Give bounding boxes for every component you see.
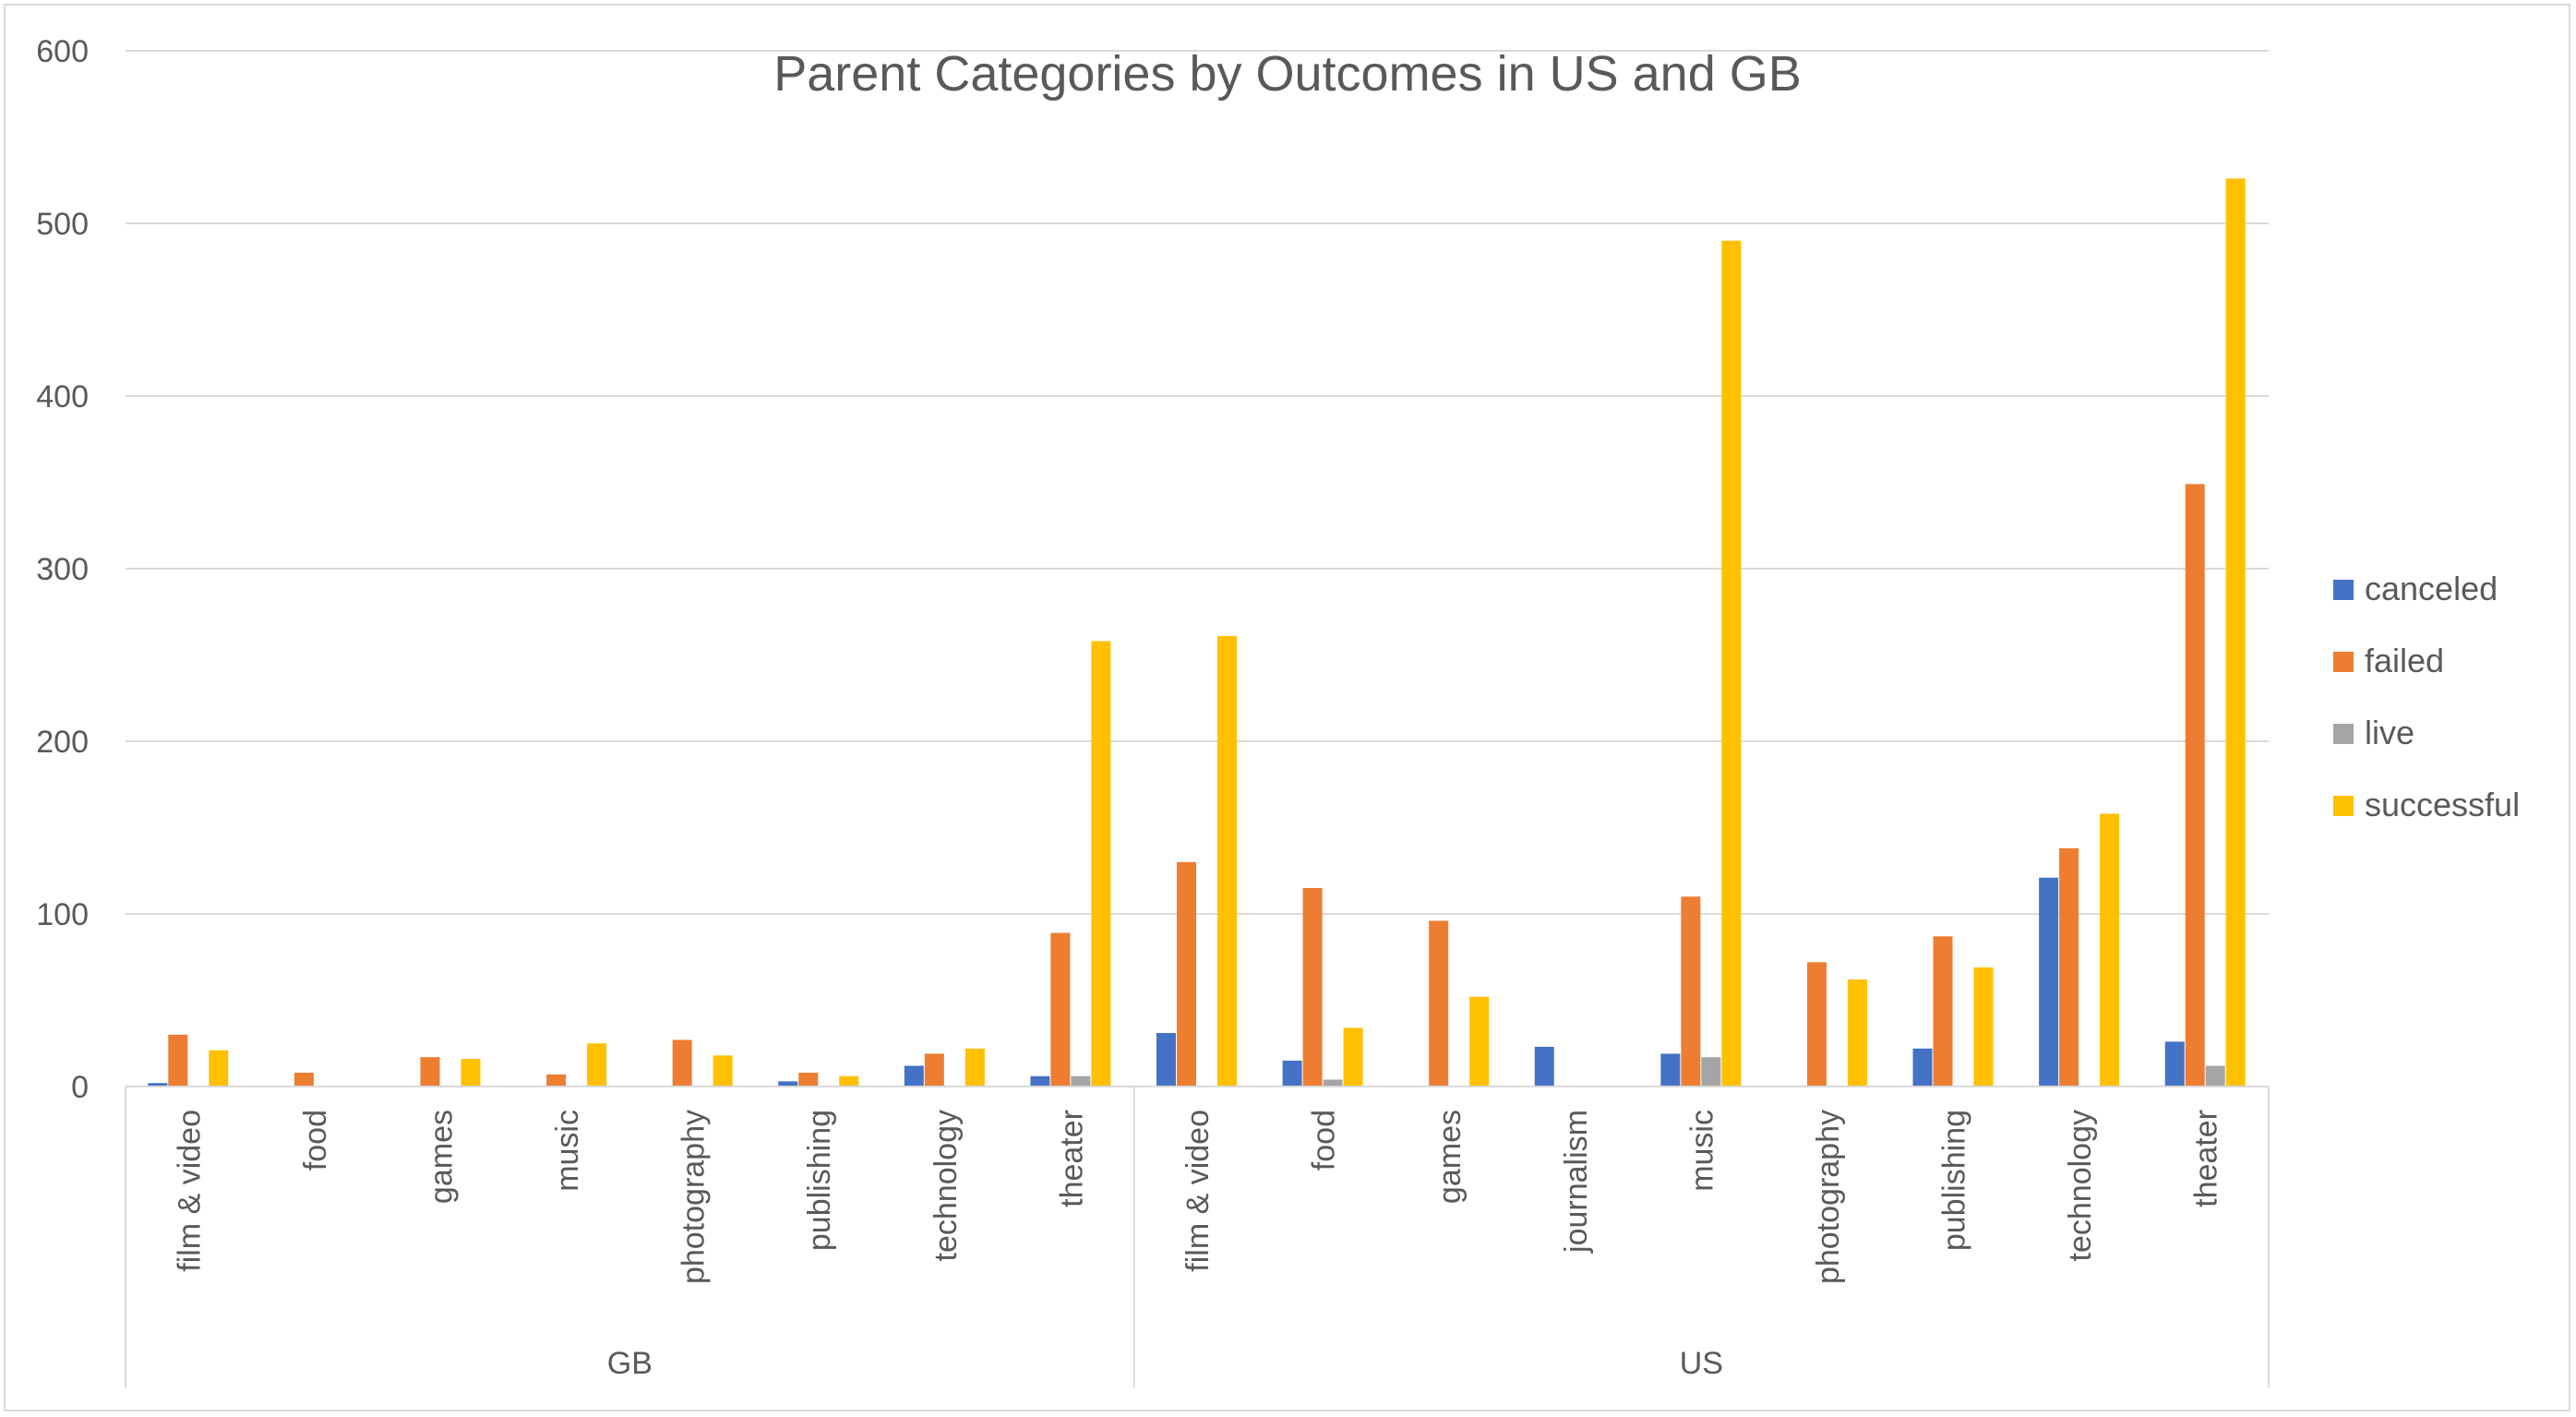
bar-successful-gb-theater — [1091, 641, 1111, 1087]
x-tick-label: games — [424, 1110, 459, 1204]
x-tick-label: technology — [929, 1110, 964, 1261]
bar-failed-gb-games — [420, 1057, 440, 1087]
bar-successful-us-film-video — [1217, 635, 1237, 1087]
bar-live-gb-theater — [1071, 1075, 1091, 1087]
bar-successful-us-photography — [1847, 979, 1867, 1087]
bar-live-us-music — [1701, 1057, 1721, 1087]
bar-failed-gb-food — [294, 1073, 314, 1087]
bar-canceled-gb-film-video — [148, 1083, 168, 1087]
bar-canceled-us-film-video — [1156, 1033, 1176, 1087]
bar-successful-us-theater — [2225, 178, 2246, 1087]
legend-swatch-live — [2333, 724, 2354, 744]
bar-failed-us-publishing — [1933, 936, 1953, 1087]
bar-successful-us-publishing — [1973, 967, 1994, 1087]
y-tick-label: 500 — [36, 207, 89, 242]
y-tick-label: 100 — [36, 897, 89, 932]
chart-title: Parent Categories by Outcomes in US and … — [773, 46, 1802, 102]
bar-canceled-us-music — [1660, 1053, 1681, 1087]
x-tick-label: journalism — [1559, 1110, 1594, 1254]
bar-failed-us-games — [1429, 920, 1449, 1087]
bar-failed-gb-technology — [924, 1053, 944, 1087]
y-tick-label: 200 — [36, 725, 89, 760]
bar-successful-gb-technology — [965, 1048, 985, 1087]
legend-swatch-failed — [2333, 652, 2354, 672]
bar-failed-gb-film-video — [168, 1034, 188, 1087]
bar-failed-us-music — [1681, 896, 1701, 1087]
bar-failed-us-food — [1302, 887, 1323, 1087]
bar-successful-gb-music — [587, 1043, 607, 1087]
bar-failed-gb-theater — [1050, 932, 1071, 1087]
chart-frame — [4, 4, 2570, 1411]
bar-failed-us-theater — [2185, 484, 2205, 1087]
bar-canceled-us-food — [1282, 1060, 1302, 1087]
gridlines — [126, 50, 2269, 915]
bar-successful-us-food — [1343, 1027, 1363, 1087]
x-tick-label: games — [1432, 1110, 1468, 1204]
bar-successful-gb-games — [461, 1059, 481, 1087]
x-tick-label: technology — [2063, 1110, 2098, 1261]
bar-successful-gb-film-video — [209, 1050, 229, 1087]
bar-successful-us-games — [1469, 996, 1490, 1087]
x-tick-label: music — [550, 1110, 585, 1192]
bar-failed-gb-music — [546, 1074, 567, 1087]
x-tick-label: photography — [677, 1110, 712, 1284]
bar-canceled-gb-theater — [1030, 1075, 1050, 1087]
bar-failed-gb-publishing — [798, 1073, 819, 1087]
x-tick-label: food — [1307, 1110, 1342, 1171]
bar-failed-gb-photography — [672, 1039, 692, 1087]
x-tick-label: film & video — [1180, 1110, 1216, 1272]
y-tick-label: 400 — [36, 379, 89, 414]
legend-swatch-successful — [2333, 796, 2354, 816]
group-label-gb: GB — [607, 1346, 653, 1381]
legend-label-canceled: canceled — [2365, 570, 2498, 607]
bar-live-us-theater — [2205, 1065, 2225, 1087]
bar-canceled-gb-technology — [904, 1065, 924, 1087]
y-tick-label: 300 — [36, 552, 89, 587]
legend-label-failed: failed — [2365, 642, 2444, 679]
bar-successful-us-music — [1721, 240, 1742, 1087]
x-tick-label: theater — [2189, 1110, 2224, 1207]
bar-successful-gb-publishing — [839, 1075, 859, 1087]
legend-label-live: live — [2365, 714, 2414, 751]
x-tick-label: music — [1684, 1110, 1719, 1192]
bar-failed-us-film-video — [1177, 861, 1196, 1087]
axes: 0 100 200 300 400 500 600 GB US film & video food g… — [36, 34, 2270, 1387]
bar-failed-us-photography — [1806, 962, 1827, 1087]
legend: canceled failed live successful — [2333, 570, 2520, 823]
x-tick-label: publishing — [1937, 1110, 1972, 1251]
bar-canceled-us-technology — [2039, 877, 2059, 1087]
bar-canceled-us-publishing — [1912, 1048, 1933, 1087]
legend-label-successful: successful — [2365, 786, 2520, 823]
bar-failed-us-technology — [2059, 847, 2079, 1087]
x-tick-label: food — [298, 1110, 333, 1171]
bar-successful-gb-photography — [713, 1055, 733, 1087]
x-tick-label: photography — [1811, 1110, 1846, 1284]
x-tick-label: theater — [1054, 1110, 1089, 1207]
legend-swatch-canceled — [2333, 580, 2354, 600]
bars — [148, 178, 2246, 1087]
bar-canceled-us-journalism — [1534, 1046, 1554, 1087]
group-label-us: US — [1680, 1346, 1723, 1381]
x-tick-label: publishing — [802, 1110, 837, 1251]
y-tick-label: 0 — [71, 1070, 89, 1105]
bar-canceled-gb-publishing — [778, 1081, 798, 1087]
bar-live-us-food — [1323, 1079, 1343, 1087]
x-tick-label: film & video — [172, 1110, 207, 1272]
y-tick-label: 600 — [36, 34, 89, 69]
bar-successful-us-technology — [2100, 813, 2120, 1087]
bar-canceled-us-theater — [2164, 1041, 2185, 1087]
